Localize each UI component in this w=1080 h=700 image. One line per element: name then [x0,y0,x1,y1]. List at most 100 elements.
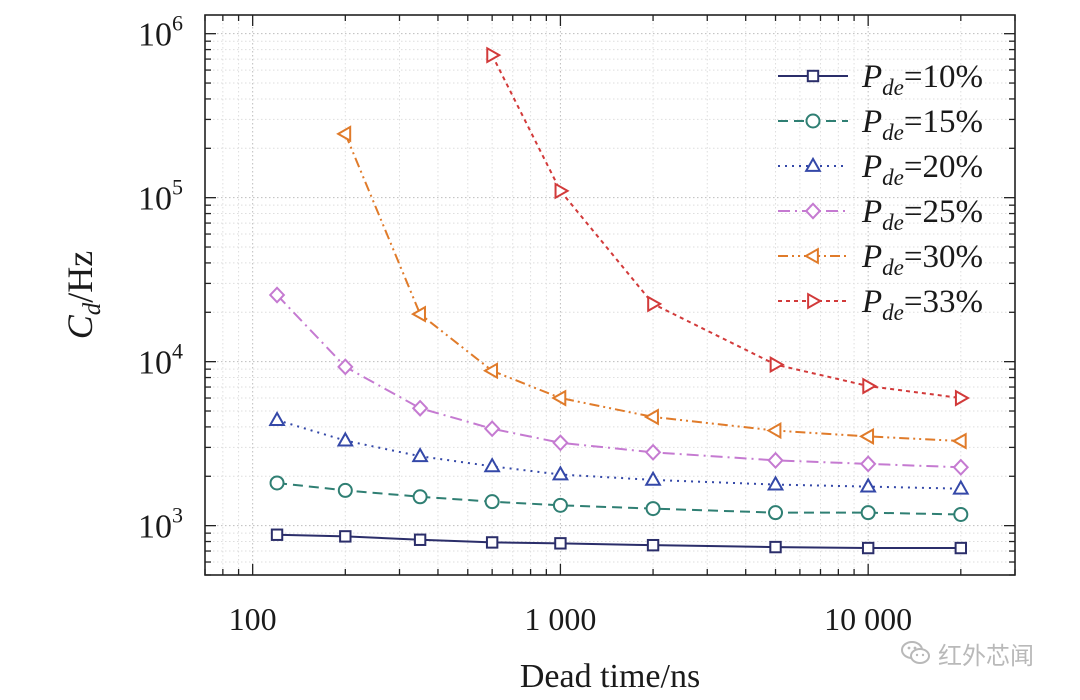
legend-value: =33% [904,284,983,320]
legend-subscript: de [882,255,904,280]
data-point [952,458,970,476]
axis-ticks [204,15,1016,576]
y-tick-label: 105 [138,175,183,218]
data-point [647,295,663,313]
series-line [491,54,961,400]
legend-item: Pde=10% [778,59,983,100]
data-point [767,451,784,469]
y-tick-base: 10 [138,509,172,546]
series-6 [486,46,970,407]
legend-label: Pde=20% [861,149,983,190]
data-point [337,482,353,498]
data-point [859,455,877,473]
data-point [482,362,499,380]
legend-marker [804,156,822,172]
data-point [769,540,782,554]
y-tick-label: 104 [138,339,183,382]
series-2 [269,475,969,522]
y-tick-label: 106 [138,11,183,54]
legend-value: =30% [904,239,983,275]
legend-symbol: P [861,194,882,230]
legend-subscript: de [882,75,904,100]
data-point [766,475,785,491]
data-point [554,182,570,200]
data-point [643,408,659,426]
legend-value: =20% [904,149,983,185]
legend-label: Pde=30% [861,239,983,280]
series-line [344,133,961,443]
data-point [486,46,502,64]
y-tick-base: 10 [138,181,172,218]
legend-marker [804,202,822,220]
legend-marker [806,69,820,83]
y-axis-label-subscript: d [79,302,106,315]
y-tick-exponent: 4 [172,339,183,364]
series-line [276,481,961,516]
series-4 [268,286,970,476]
legend: Pde=10%Pde=15%Pde=20%Pde=25%Pde=30%Pde=3… [778,59,983,325]
legend-value: =25% [904,194,983,230]
data-point [268,286,286,304]
legend-marker [805,113,821,129]
y-tick-base: 10 [138,17,172,54]
data-point [953,506,969,522]
grid [204,15,1016,576]
y-axis-label: Cd/Hz [60,251,106,340]
data-point [954,541,968,555]
y-axis-label-unit: /Hz [60,251,100,303]
x-axis-label: Dead time/ns [520,658,700,695]
x-tick-label: 1 000 [524,601,596,637]
legend-label: Pde=25% [861,194,983,235]
data-point [861,541,875,555]
legend-symbol: P [861,284,882,320]
legend-item: Pde=15% [778,104,983,145]
data-point [336,431,354,447]
data-point [551,465,569,481]
data-point [270,528,284,541]
y-axis-label-symbol: C [60,314,100,339]
data-point [554,537,567,550]
data-point [552,497,568,513]
series-5 [336,125,967,450]
data-point [552,434,569,452]
legend-value: =15% [904,104,983,140]
series-1 [270,528,968,555]
data-point [644,443,662,461]
y-tick-base: 10 [138,345,172,382]
series-layer [268,46,970,555]
data-point [411,399,429,417]
data-point [860,505,876,521]
legend-symbol: P [861,104,882,140]
plot-background [205,15,1015,575]
legend-label: Pde=33% [861,284,983,325]
data-point [339,530,352,543]
data-point [410,305,426,323]
data-point [862,377,878,395]
legend-item: Pde=33% [778,284,983,325]
watermark-text: 红外芯闻 [938,641,1034,670]
x-tick-labels: 100 1 000 10 000 [229,601,912,637]
data-point [768,505,784,521]
y-tick-exponent: 6 [172,11,183,36]
legend-symbol: P [861,239,882,275]
data-point [411,447,429,463]
data-point [954,389,970,407]
data-point [412,489,428,505]
data-point [858,427,875,445]
x-tick-label: 10 000 [824,601,912,637]
data-point [413,533,427,546]
legend-item: Pde=20% [778,149,983,190]
legend-label: Pde=15% [861,104,983,145]
data-point [484,494,500,510]
series-3 [268,410,970,495]
data-point [644,470,662,486]
y-tick-exponent: 3 [172,503,183,528]
data-point [551,389,567,407]
legend-item: Pde=30% [778,239,983,280]
legend-label: Pde=10% [861,59,983,100]
legend-subscript: de [882,120,904,145]
data-point [269,475,285,491]
data-point [769,356,785,374]
data-point [951,432,967,450]
